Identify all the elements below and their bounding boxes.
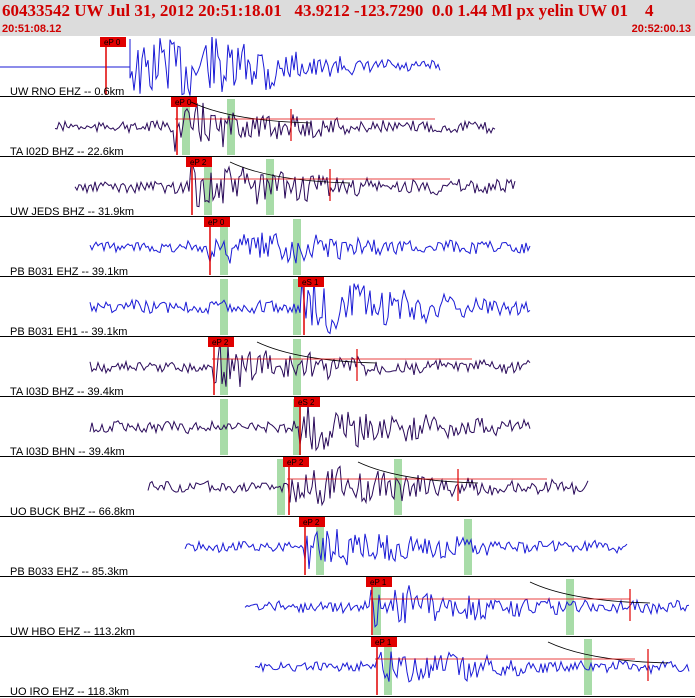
pick-window xyxy=(373,579,381,635)
waveform xyxy=(89,340,531,388)
waveform xyxy=(254,651,690,683)
pick-window xyxy=(204,159,212,215)
pick-flag[interactable] xyxy=(283,457,309,467)
pick-flag[interactable] xyxy=(299,517,325,527)
pick-window xyxy=(220,219,228,275)
pick-label: eP 1 xyxy=(375,638,392,647)
trace-label: UW JEDS BHZ -- 31.9km xyxy=(10,206,134,218)
waveform xyxy=(89,403,531,452)
pick-label: eP 1 xyxy=(370,578,387,587)
trace-row[interactable]: eP 1 UW HBO EHZ -- 113.2km xyxy=(0,577,695,638)
pick-window xyxy=(464,519,472,575)
pick-label: eP 2 xyxy=(190,158,207,167)
pick-window xyxy=(220,279,228,335)
pick-label: eP 0 xyxy=(175,98,192,107)
pick-window xyxy=(293,219,301,275)
trace-label: UW HBO EHZ -- 113.2km xyxy=(10,626,135,638)
pick-flag[interactable] xyxy=(208,337,234,347)
pick-window xyxy=(293,339,301,395)
trace-label: PB B031 EH1 -- 39.1km xyxy=(10,326,127,338)
pick-window xyxy=(584,639,592,695)
pick-window xyxy=(220,339,228,395)
pick-window xyxy=(384,639,392,695)
trace-label: PB B031 EHZ -- 39.1km xyxy=(10,266,128,278)
trace-row[interactable]: eP 2 PB B033 EHZ -- 85.3km xyxy=(0,517,695,578)
trace-label: PB B033 EHZ -- 85.3km xyxy=(10,566,128,578)
waveform xyxy=(74,163,516,208)
pick-flag[interactable] xyxy=(100,37,126,47)
pick-flag[interactable] xyxy=(371,637,397,647)
pick-window xyxy=(220,399,228,455)
coda-curve xyxy=(229,161,351,184)
trace-row[interactable]: eP 2 UO BUCK BHZ -- 66.8km xyxy=(0,457,695,518)
trace-label: TA I03D BHN -- 39.4km xyxy=(10,446,125,458)
pick-label: eP 2 xyxy=(303,518,320,527)
pick-window xyxy=(227,99,235,155)
pick-label: eS 1 xyxy=(302,278,319,287)
seismogram-panel[interactable]: eP 0 UW RNO EHZ -- 0.6km eP 0 TA I02D BHZ -… xyxy=(0,37,695,698)
pick-window xyxy=(182,99,190,155)
trace-row[interactable]: eS 2 TA I03D BHN -- 39.4km xyxy=(0,397,695,458)
waveform xyxy=(0,37,441,96)
pick-label: eP 0 xyxy=(208,218,225,227)
pick-flag[interactable] xyxy=(171,97,197,107)
pick-window xyxy=(394,459,402,515)
pick-flag[interactable] xyxy=(186,157,212,167)
coda-curve xyxy=(190,101,312,124)
trace-label: TA I03D BHZ -- 39.4km xyxy=(10,386,124,398)
trace-row[interactable]: eP 2 TA I03D BHZ -- 39.4km xyxy=(0,337,695,398)
event-title: 60433542 UW Jul 31, 2012 20:51:18.01 43.… xyxy=(2,1,654,20)
trace-label: UO IRO EHZ -- 118.3km xyxy=(10,686,129,698)
waveform xyxy=(184,529,628,570)
pick-flag[interactable] xyxy=(298,277,324,287)
waveform xyxy=(89,232,531,264)
pick-flag[interactable] xyxy=(366,577,392,587)
window-start-time: 20:51:08.12 xyxy=(2,23,62,35)
pick-window xyxy=(316,519,324,575)
waveform xyxy=(89,277,531,335)
pick-window xyxy=(277,459,285,515)
waveform xyxy=(244,585,690,628)
pick-window xyxy=(293,279,301,335)
pick-window xyxy=(566,579,574,635)
trace-row[interactable]: eP 0 PB B031 EHZ -- 39.1km xyxy=(0,217,695,278)
coda-curve xyxy=(547,641,669,664)
pick-label: eP 0 xyxy=(104,38,121,47)
trace-label: TA I02D BHZ -- 22.6km xyxy=(10,146,124,158)
waveform xyxy=(147,465,589,507)
trace-row[interactable]: eP 0 TA I02D BHZ -- 22.6km xyxy=(0,97,695,158)
pick-label: eS 2 xyxy=(298,398,315,407)
trace-row[interactable]: eP 2 UW JEDS BHZ -- 31.9km xyxy=(0,157,695,218)
coda-curve xyxy=(529,581,651,604)
trace-label: UW RNO EHZ -- 0.6km xyxy=(10,86,124,98)
coda-curve xyxy=(256,341,378,364)
trace-label: UO BUCK BHZ -- 66.8km xyxy=(10,506,135,518)
waveform xyxy=(54,102,496,152)
trace-row[interactable]: eP 0 UW RNO EHZ -- 0.6km xyxy=(0,37,695,98)
pick-label: eP 2 xyxy=(212,338,229,347)
coda-curve xyxy=(357,461,479,484)
trace-row[interactable]: eP 1 UO IRO EHZ -- 118.3km xyxy=(0,637,695,698)
pick-label: eP 2 xyxy=(287,458,304,467)
event-header: 60433542 UW Jul 31, 2012 20:51:18.01 43.… xyxy=(0,0,695,36)
pick-flag[interactable] xyxy=(204,217,230,227)
pick-flag[interactable] xyxy=(294,397,320,407)
window-end-time: 20:52:00.13 xyxy=(631,23,691,35)
trace-row[interactable]: eS 1 PB B031 EH1 -- 39.1km xyxy=(0,277,695,338)
